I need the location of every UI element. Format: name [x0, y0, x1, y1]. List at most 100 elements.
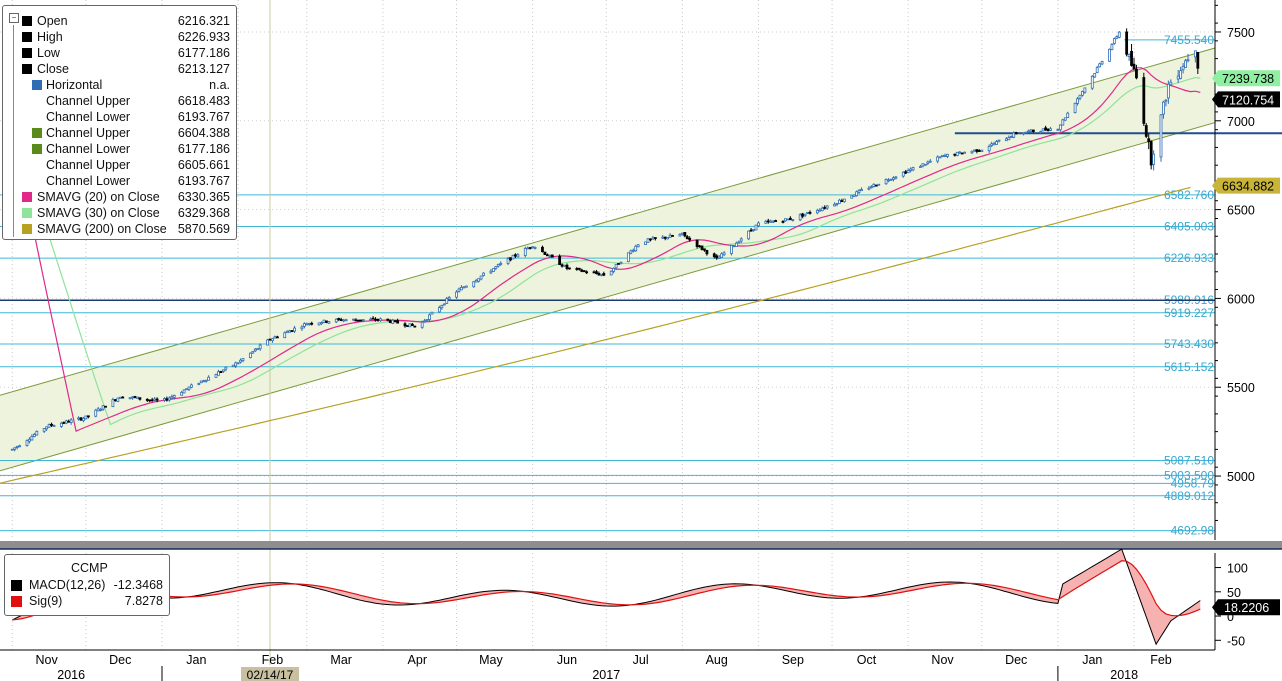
month-label: Jun: [557, 653, 577, 667]
legend-value: 6193.767: [177, 110, 230, 124]
candle-body: [958, 151, 962, 154]
candle-body: [369, 318, 373, 321]
candle-body: [145, 398, 149, 401]
candle-body: [1130, 50, 1133, 66]
candle-body: [172, 395, 176, 398]
candle-body: [356, 319, 360, 322]
candle-body: [818, 209, 822, 212]
legend-row: Channel Upper 6618.483: [3, 93, 236, 109]
channel-upper-line: [0, 47, 1216, 396]
candle-body: [671, 235, 674, 237]
candle-body: [190, 384, 193, 388]
month-label: Mar: [330, 653, 352, 667]
candle-body: [825, 205, 829, 209]
candle-body: [946, 153, 949, 157]
candle-body: [99, 409, 103, 411]
macd-legend: CCMP MACD(12,26) -12.3468 Sig(9) 7.8278: [4, 554, 170, 616]
candle-body: [352, 318, 355, 321]
legend-swatch: [22, 192, 32, 202]
candle-body: [1152, 153, 1156, 165]
candle-body: [482, 272, 485, 276]
candle-body: [560, 264, 564, 267]
candle-body: [599, 273, 603, 276]
candle-body: [550, 254, 554, 258]
candle-body: [705, 250, 709, 255]
candle-body: [1127, 53, 1131, 57]
legend-value: 6604.388: [177, 126, 230, 140]
legend-swatch: [32, 128, 42, 138]
macd-axis-label: 0: [1227, 610, 1234, 624]
month-label: Jan: [1082, 653, 1102, 667]
signal-label: Sig(9): [29, 594, 63, 608]
candle-body: [987, 146, 991, 152]
candle-body: [199, 380, 203, 384]
candle-body: [1063, 117, 1067, 121]
candle-body: [1176, 75, 1180, 80]
candle-body: [784, 218, 787, 222]
candle-body: [241, 358, 245, 362]
candle-body: [428, 314, 431, 320]
legend-row: High 6226.933: [3, 29, 236, 45]
price-axis-label: 6000: [1227, 292, 1255, 306]
price-axis-tag-label: 7239.738: [1222, 72, 1274, 86]
candle-body: [374, 318, 377, 321]
candle-body: [995, 141, 998, 145]
candle-body: [921, 163, 925, 167]
candle-body: [248, 352, 252, 359]
candle-body: [322, 319, 326, 323]
sma20-line: [11, 67, 1201, 433]
legend-value: 5870.569: [177, 222, 230, 236]
candle-body: [275, 336, 279, 339]
candle-body: [565, 264, 569, 269]
candle-body: [936, 156, 940, 162]
candle-body: [769, 220, 773, 223]
candle-body: [872, 183, 876, 187]
legend-label: Channel Upper: [46, 158, 131, 172]
legend-row: Channel Upper 6605.661: [3, 157, 236, 173]
candle-body: [1147, 138, 1151, 143]
horizontal-level-label: 5919.227: [1164, 306, 1214, 320]
candle-body: [494, 266, 498, 269]
candle-body: [491, 268, 495, 273]
candle-body: [52, 425, 56, 427]
candle-body: [1044, 127, 1048, 131]
macd-value: -12.3468: [113, 578, 163, 592]
horizontal-level-label: 6405.003: [1164, 219, 1214, 233]
candle-body: [545, 254, 549, 257]
minus-square-icon[interactable]: −: [9, 13, 19, 23]
candle-body: [678, 233, 682, 237]
candle-body: [511, 254, 515, 260]
candle-body: [595, 271, 598, 274]
candle-body: [283, 332, 287, 339]
candle-body: [688, 237, 692, 241]
panel-separator: [0, 541, 1282, 549]
horizontal-level-label: 6582.760: [1164, 188, 1214, 202]
candle-body: [528, 247, 532, 249]
candle-body: [906, 169, 910, 173]
candle-body: [563, 264, 566, 267]
candle-body: [128, 397, 132, 400]
candle-body: [1093, 73, 1097, 78]
candle-body: [82, 417, 85, 422]
candle-body: [1095, 67, 1099, 74]
candle-body: [167, 397, 171, 401]
channel-lower-line: [0, 122, 1216, 472]
candle-body: [359, 319, 363, 322]
macd-axis-tag-label: 18.2206: [1224, 601, 1269, 615]
year-label: 2017: [592, 668, 620, 681]
candle-body: [256, 348, 260, 350]
candle-body: [963, 151, 967, 154]
candle-body: [150, 399, 154, 402]
candle-body: [342, 319, 346, 322]
legend-label: Channel Lower: [46, 174, 131, 188]
candle-body: [892, 177, 895, 180]
legend-swatch: [22, 208, 32, 218]
candle-body: [801, 213, 805, 217]
candle-body: [850, 195, 854, 199]
legend-value: 6330.365: [177, 190, 230, 204]
candle-body: [766, 220, 770, 223]
candle-body: [634, 245, 638, 252]
candle-body: [62, 421, 66, 424]
macd-legend-title: CCMP: [71, 561, 108, 575]
horizontal-level-label: 5087.510: [1164, 454, 1214, 468]
